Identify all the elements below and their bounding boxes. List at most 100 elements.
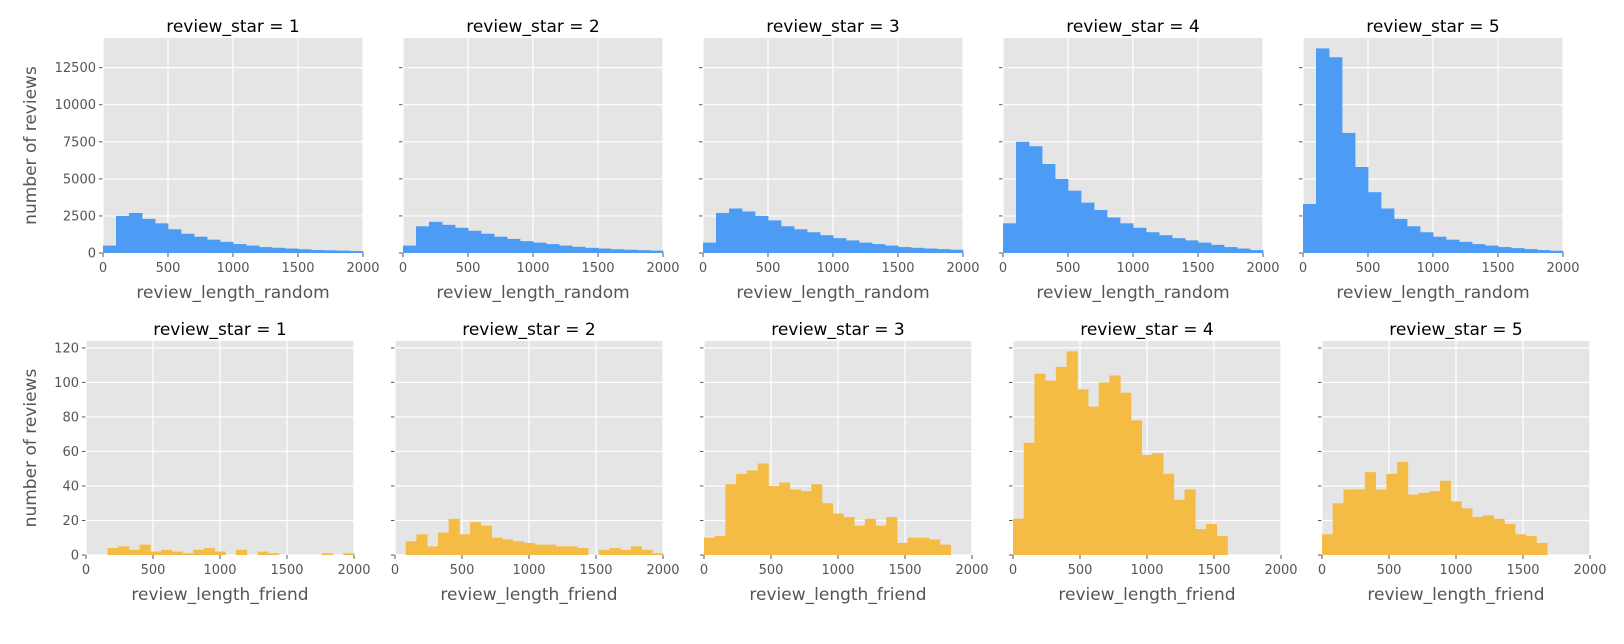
histogram-bar xyxy=(864,518,876,555)
histogram-bar xyxy=(794,229,808,253)
panel-6: 0 20 40 60 80 100 120 0 500 1000 1500 2000 review_st… xyxy=(21,320,371,605)
x-tick-label: 500 xyxy=(1377,563,1402,578)
x-tick-label: 0 xyxy=(1009,563,1017,578)
y-axis-label: number of reviews xyxy=(21,66,41,225)
histogram-bar xyxy=(742,211,756,253)
x-tick-label: 1000 xyxy=(516,261,549,276)
x-axis-label: review_length_friend xyxy=(749,585,926,605)
x-axis-label: review_length_random xyxy=(436,283,629,303)
x-tick-label: 1000 xyxy=(1116,261,1149,276)
histogram-bar xyxy=(1420,232,1434,253)
x-tick-label: 2000 xyxy=(337,563,370,578)
histogram-bar xyxy=(103,245,117,253)
histogram-bar xyxy=(128,549,140,555)
histogram-bar xyxy=(846,240,860,253)
histogram-bar xyxy=(779,482,791,555)
histogram-bar xyxy=(321,553,333,555)
histogram-bar xyxy=(1381,208,1395,253)
histogram-bar xyxy=(1439,480,1452,555)
panel-4: 0 500 1000 1500 2000 review_star = 4 review_le… xyxy=(999,17,1280,303)
histogram-bar xyxy=(1120,392,1132,555)
histogram-bar xyxy=(1068,190,1082,253)
x-axis-label: review_length_friend xyxy=(1058,585,1235,605)
histogram-bar xyxy=(1088,406,1100,555)
y-axis-label: number of reviews xyxy=(21,369,41,528)
panel-8: 0 500 1000 1500 2000 review_star = 3 review_le… xyxy=(700,320,989,605)
histogram-bar xyxy=(1368,192,1382,253)
x-tick-label: 1500 xyxy=(281,261,314,276)
histogram-bar xyxy=(820,235,834,253)
histogram-bar xyxy=(257,551,269,555)
histogram-bar xyxy=(1375,489,1387,555)
x-tick-label: 2000 xyxy=(1546,261,1579,276)
y-tick-label: 0 xyxy=(88,247,96,262)
histogram-bar xyxy=(714,536,726,555)
panel-title: review_star = 2 xyxy=(466,17,600,37)
y-tick-label: 10000 xyxy=(55,98,96,113)
histogram-bar xyxy=(129,212,143,253)
x-tick-label: 1500 xyxy=(881,261,914,276)
histogram-bar xyxy=(1003,223,1017,253)
panel-title: review_star = 4 xyxy=(1066,17,1200,37)
histogram-bar xyxy=(118,546,130,555)
histogram-bar xyxy=(1461,508,1473,555)
x-tick-label: 500 xyxy=(456,261,481,276)
histogram-bar xyxy=(512,541,525,555)
histogram-bar xyxy=(1429,491,1441,555)
histogram-bar xyxy=(1524,249,1538,253)
histogram-bar xyxy=(598,248,612,253)
histogram-bar xyxy=(416,534,428,555)
x-tick-label: 2000 xyxy=(1573,563,1606,578)
histogram-bar xyxy=(534,544,546,555)
panel-1: 0 2500 5000 7500 10000 12500 0 500 1000 1500 2000 r… xyxy=(21,17,380,303)
histogram-bar xyxy=(1332,503,1344,555)
histogram-bar xyxy=(1013,518,1025,555)
histogram-bar xyxy=(950,249,964,253)
histogram-bar xyxy=(1459,241,1473,253)
histogram-bar xyxy=(1394,218,1408,253)
histogram-bar xyxy=(833,238,847,253)
histogram-bar xyxy=(1407,494,1419,555)
histogram-bar xyxy=(1055,178,1069,253)
histogram-bar xyxy=(246,245,260,253)
histogram-bar xyxy=(545,544,557,555)
histogram-bar xyxy=(470,522,482,555)
histogram-bar xyxy=(652,553,664,555)
histogram-bar xyxy=(194,236,208,253)
panel-5: 0 500 1000 1500 2000 review_star = 5 review_le… xyxy=(1299,17,1580,303)
y-tick-label: 5000 xyxy=(63,172,96,187)
histogram-bar xyxy=(1450,501,1462,555)
x-tick-label: 2000 xyxy=(646,261,679,276)
histogram-bar xyxy=(1120,223,1134,253)
histogram-bar xyxy=(854,525,866,555)
histogram-bar xyxy=(716,212,730,253)
panel-9: 0 500 1000 1500 2000 review_star = 4 review_le… xyxy=(1009,320,1298,605)
panel-title: review_star = 3 xyxy=(766,17,900,37)
histogram-bar xyxy=(832,513,844,555)
histogram-bar xyxy=(233,244,247,253)
histogram-bar xyxy=(1094,210,1108,253)
x-tick-label: 1000 xyxy=(1416,261,1449,276)
x-axis-label: review_length_friend xyxy=(131,585,308,605)
histogram-bar xyxy=(193,549,205,555)
histogram-bar xyxy=(577,548,589,555)
histogram-bar xyxy=(1152,453,1164,555)
histogram-bar xyxy=(343,553,355,555)
histogram-bar xyxy=(546,244,560,253)
histogram-bar xyxy=(1133,227,1147,253)
histogram-bar xyxy=(559,245,573,253)
histogram-bar xyxy=(1159,235,1173,253)
histogram-bar xyxy=(585,247,599,253)
histogram-bar xyxy=(859,242,873,253)
histogram-bar xyxy=(757,463,769,555)
histogram-bar xyxy=(1386,473,1398,555)
histogram-bar xyxy=(885,245,899,253)
histogram-bar xyxy=(259,247,273,253)
x-tick-label: 1000 xyxy=(816,261,849,276)
x-tick-label: 1500 xyxy=(270,563,303,578)
histogram-bar xyxy=(789,489,801,555)
histogram-bar xyxy=(821,503,834,555)
histogram-bar xyxy=(924,248,938,253)
panel-title: review_star = 2 xyxy=(462,320,596,340)
x-tick-label: 500 xyxy=(1356,261,1381,276)
